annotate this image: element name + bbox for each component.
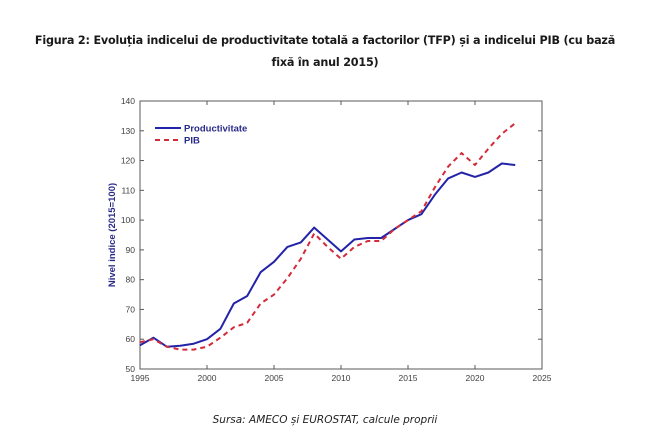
y-tick-label: 70 bbox=[126, 304, 136, 314]
x-tick-label: 2000 bbox=[198, 373, 217, 383]
x-tick-label: 2010 bbox=[332, 373, 351, 383]
figure-title-line1: Figura 2: Evoluția indicelui de producti… bbox=[34, 34, 616, 47]
y-tick-label: 120 bbox=[121, 156, 135, 166]
x-tick-label: 2025 bbox=[533, 373, 552, 383]
y-tick-label: 130 bbox=[121, 126, 135, 136]
y-axis-label: Nivel indice (2015=100) bbox=[107, 183, 118, 287]
figure-title-line2: fixă în anul 2015) bbox=[271, 56, 379, 69]
legend-label-productivitate: Productivitate bbox=[184, 124, 247, 135]
x-tick-label: 2020 bbox=[466, 373, 485, 383]
y-tick-label: 80 bbox=[126, 275, 136, 285]
y-tick-label: 60 bbox=[126, 334, 136, 344]
x-tick-label: 1995 bbox=[131, 373, 150, 383]
y-tick-label: 110 bbox=[121, 185, 135, 195]
series-line-productivitate bbox=[139, 162, 516, 348]
x-tick-label: 2005 bbox=[265, 373, 284, 383]
plot-frame bbox=[139, 100, 543, 370]
legend-label-pib: PIB bbox=[184, 136, 200, 147]
y-tick-label: 140 bbox=[121, 96, 135, 106]
y-tick-label: 100 bbox=[121, 215, 135, 225]
figure-title: Figura 2: Evoluția indicelui de producti… bbox=[0, 30, 650, 74]
y-tick-label: 90 bbox=[126, 245, 136, 255]
series-line-pib bbox=[139, 122, 516, 351]
source-note: Sursa: AMECO și EUROSTAT, calcule propri… bbox=[212, 414, 438, 426]
series-lines bbox=[139, 122, 516, 351]
y-tick-label: 50 bbox=[126, 364, 136, 374]
axes: 50 60 70 80 90 100 110 120 130 140 1995 2000 2005 201… bbox=[107, 96, 552, 383]
x-tick-label: 2015 bbox=[399, 373, 418, 383]
